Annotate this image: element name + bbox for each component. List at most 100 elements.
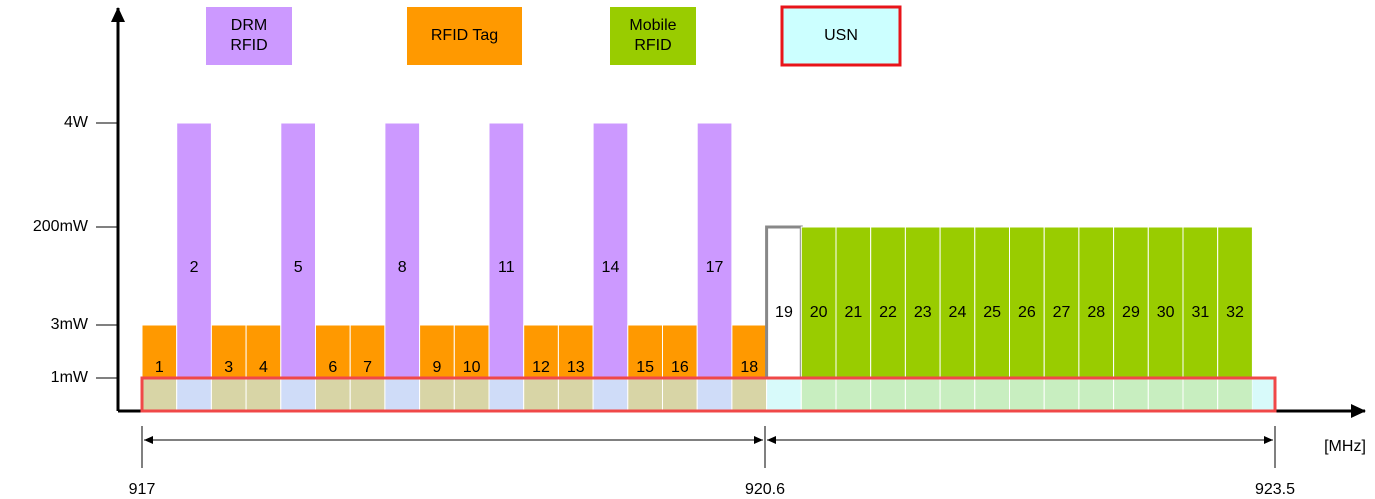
level-label: 1mW <box>51 369 89 386</box>
channel-low <box>939 377 976 412</box>
channel-bar <box>696 122 733 379</box>
channel-label: 29 <box>1122 304 1140 321</box>
channel-low <box>870 377 906 412</box>
channel-low <box>766 377 802 412</box>
channel-label: 5 <box>294 259 303 276</box>
channel-label: 27 <box>1053 304 1071 321</box>
channel-low <box>419 377 455 412</box>
channel-bar <box>1009 226 1045 379</box>
channel-low <box>557 377 594 412</box>
channel-label: 9 <box>432 359 441 376</box>
legend-label: RFID Tag <box>431 27 498 44</box>
frequency-label: 923.5 <box>1255 481 1295 498</box>
legend-box <box>780 5 902 67</box>
channel-label: 13 <box>567 359 585 376</box>
channel-low <box>662 377 698 412</box>
channel-low <box>592 377 629 412</box>
channel-low <box>453 377 490 412</box>
channel-low <box>384 377 421 412</box>
channel-low <box>1217 377 1253 412</box>
channel-bar <box>800 226 837 379</box>
channel-bar <box>1217 226 1253 379</box>
channel-label: 7 <box>363 359 372 376</box>
channel-low <box>315 377 351 412</box>
usn-band <box>140 376 1277 413</box>
legend-label: USN <box>824 27 858 44</box>
channel-low <box>800 377 837 412</box>
dimension-lines <box>141 426 1276 468</box>
channel-low <box>488 377 525 412</box>
legend-box <box>610 7 696 65</box>
channel-label: 24 <box>949 304 967 321</box>
channel-label: 26 <box>1018 304 1036 321</box>
channel-bar <box>870 226 906 379</box>
channel-label: 15 <box>636 359 654 376</box>
legend-box <box>206 7 292 65</box>
legend-label: RFID <box>230 37 267 54</box>
legend-label: RFID <box>634 37 671 54</box>
channel-label: 17 <box>706 259 724 276</box>
legend-label: DRM <box>231 17 267 34</box>
channel-low <box>1182 377 1219 412</box>
channel-low <box>1147 377 1184 412</box>
channel-bar <box>488 122 525 379</box>
frequency-label: 917 <box>129 481 156 498</box>
channel-label: 23 <box>914 304 932 321</box>
channel-bar <box>210 324 247 379</box>
channel-label: 10 <box>463 359 481 376</box>
channel-low <box>1113 377 1149 412</box>
channel-bar <box>731 324 768 379</box>
channel-label: 12 <box>532 359 550 376</box>
channel-bar <box>1043 226 1080 379</box>
channel-low <box>696 377 733 412</box>
channel-bar <box>141 324 178 379</box>
channel-low <box>731 377 768 412</box>
channel-bar <box>1113 226 1149 379</box>
channel-bar <box>765 225 803 380</box>
channel-low <box>245 377 282 412</box>
channel-low <box>210 377 247 412</box>
legend: DRM RFID RFID Tag Mobile RFID USN <box>206 5 902 67</box>
channel-label: 14 <box>602 259 620 276</box>
channel-bar <box>1078 226 1115 379</box>
channel-label: 16 <box>671 359 689 376</box>
channel-bar <box>280 122 316 379</box>
channel-label: 18 <box>740 359 758 376</box>
channel-low <box>1078 377 1115 412</box>
channel-label: 32 <box>1226 304 1244 321</box>
channel-label: 19 <box>775 304 793 321</box>
channel-low <box>523 377 559 412</box>
channel-label: 11 <box>498 259 515 276</box>
channel-bar <box>939 226 976 379</box>
channel-label: 20 <box>810 304 828 321</box>
channel-bar <box>384 122 421 379</box>
channel-label: 21 <box>844 304 862 321</box>
channel-low <box>904 377 941 412</box>
channel-bar <box>974 226 1010 379</box>
channel-label: 6 <box>328 359 337 376</box>
channel-low <box>349 377 386 412</box>
channel-label: 28 <box>1087 304 1105 321</box>
channel-label: 4 <box>259 359 268 376</box>
channel-bar <box>592 122 629 379</box>
channel-bar <box>835 226 872 379</box>
channel-label: 25 <box>983 304 1001 321</box>
band-tail <box>1252 378 1275 411</box>
channel-bar <box>419 324 455 379</box>
channel-low <box>627 377 663 412</box>
unit-label: [MHz] <box>1324 438 1366 455</box>
level-label: 200mW <box>33 218 89 235</box>
channel-low <box>141 377 178 412</box>
channel-bar <box>1182 226 1219 379</box>
channel-label: 2 <box>190 259 199 276</box>
channel-label: 30 <box>1157 304 1175 321</box>
legend-label: Mobile <box>629 17 676 34</box>
channel-bar <box>904 226 941 379</box>
level-label: 3mW <box>51 316 89 333</box>
channel-bar <box>1147 226 1184 379</box>
channel-label: 1 <box>155 359 164 376</box>
channel-low <box>974 377 1010 412</box>
channel-label: 31 <box>1191 304 1209 321</box>
